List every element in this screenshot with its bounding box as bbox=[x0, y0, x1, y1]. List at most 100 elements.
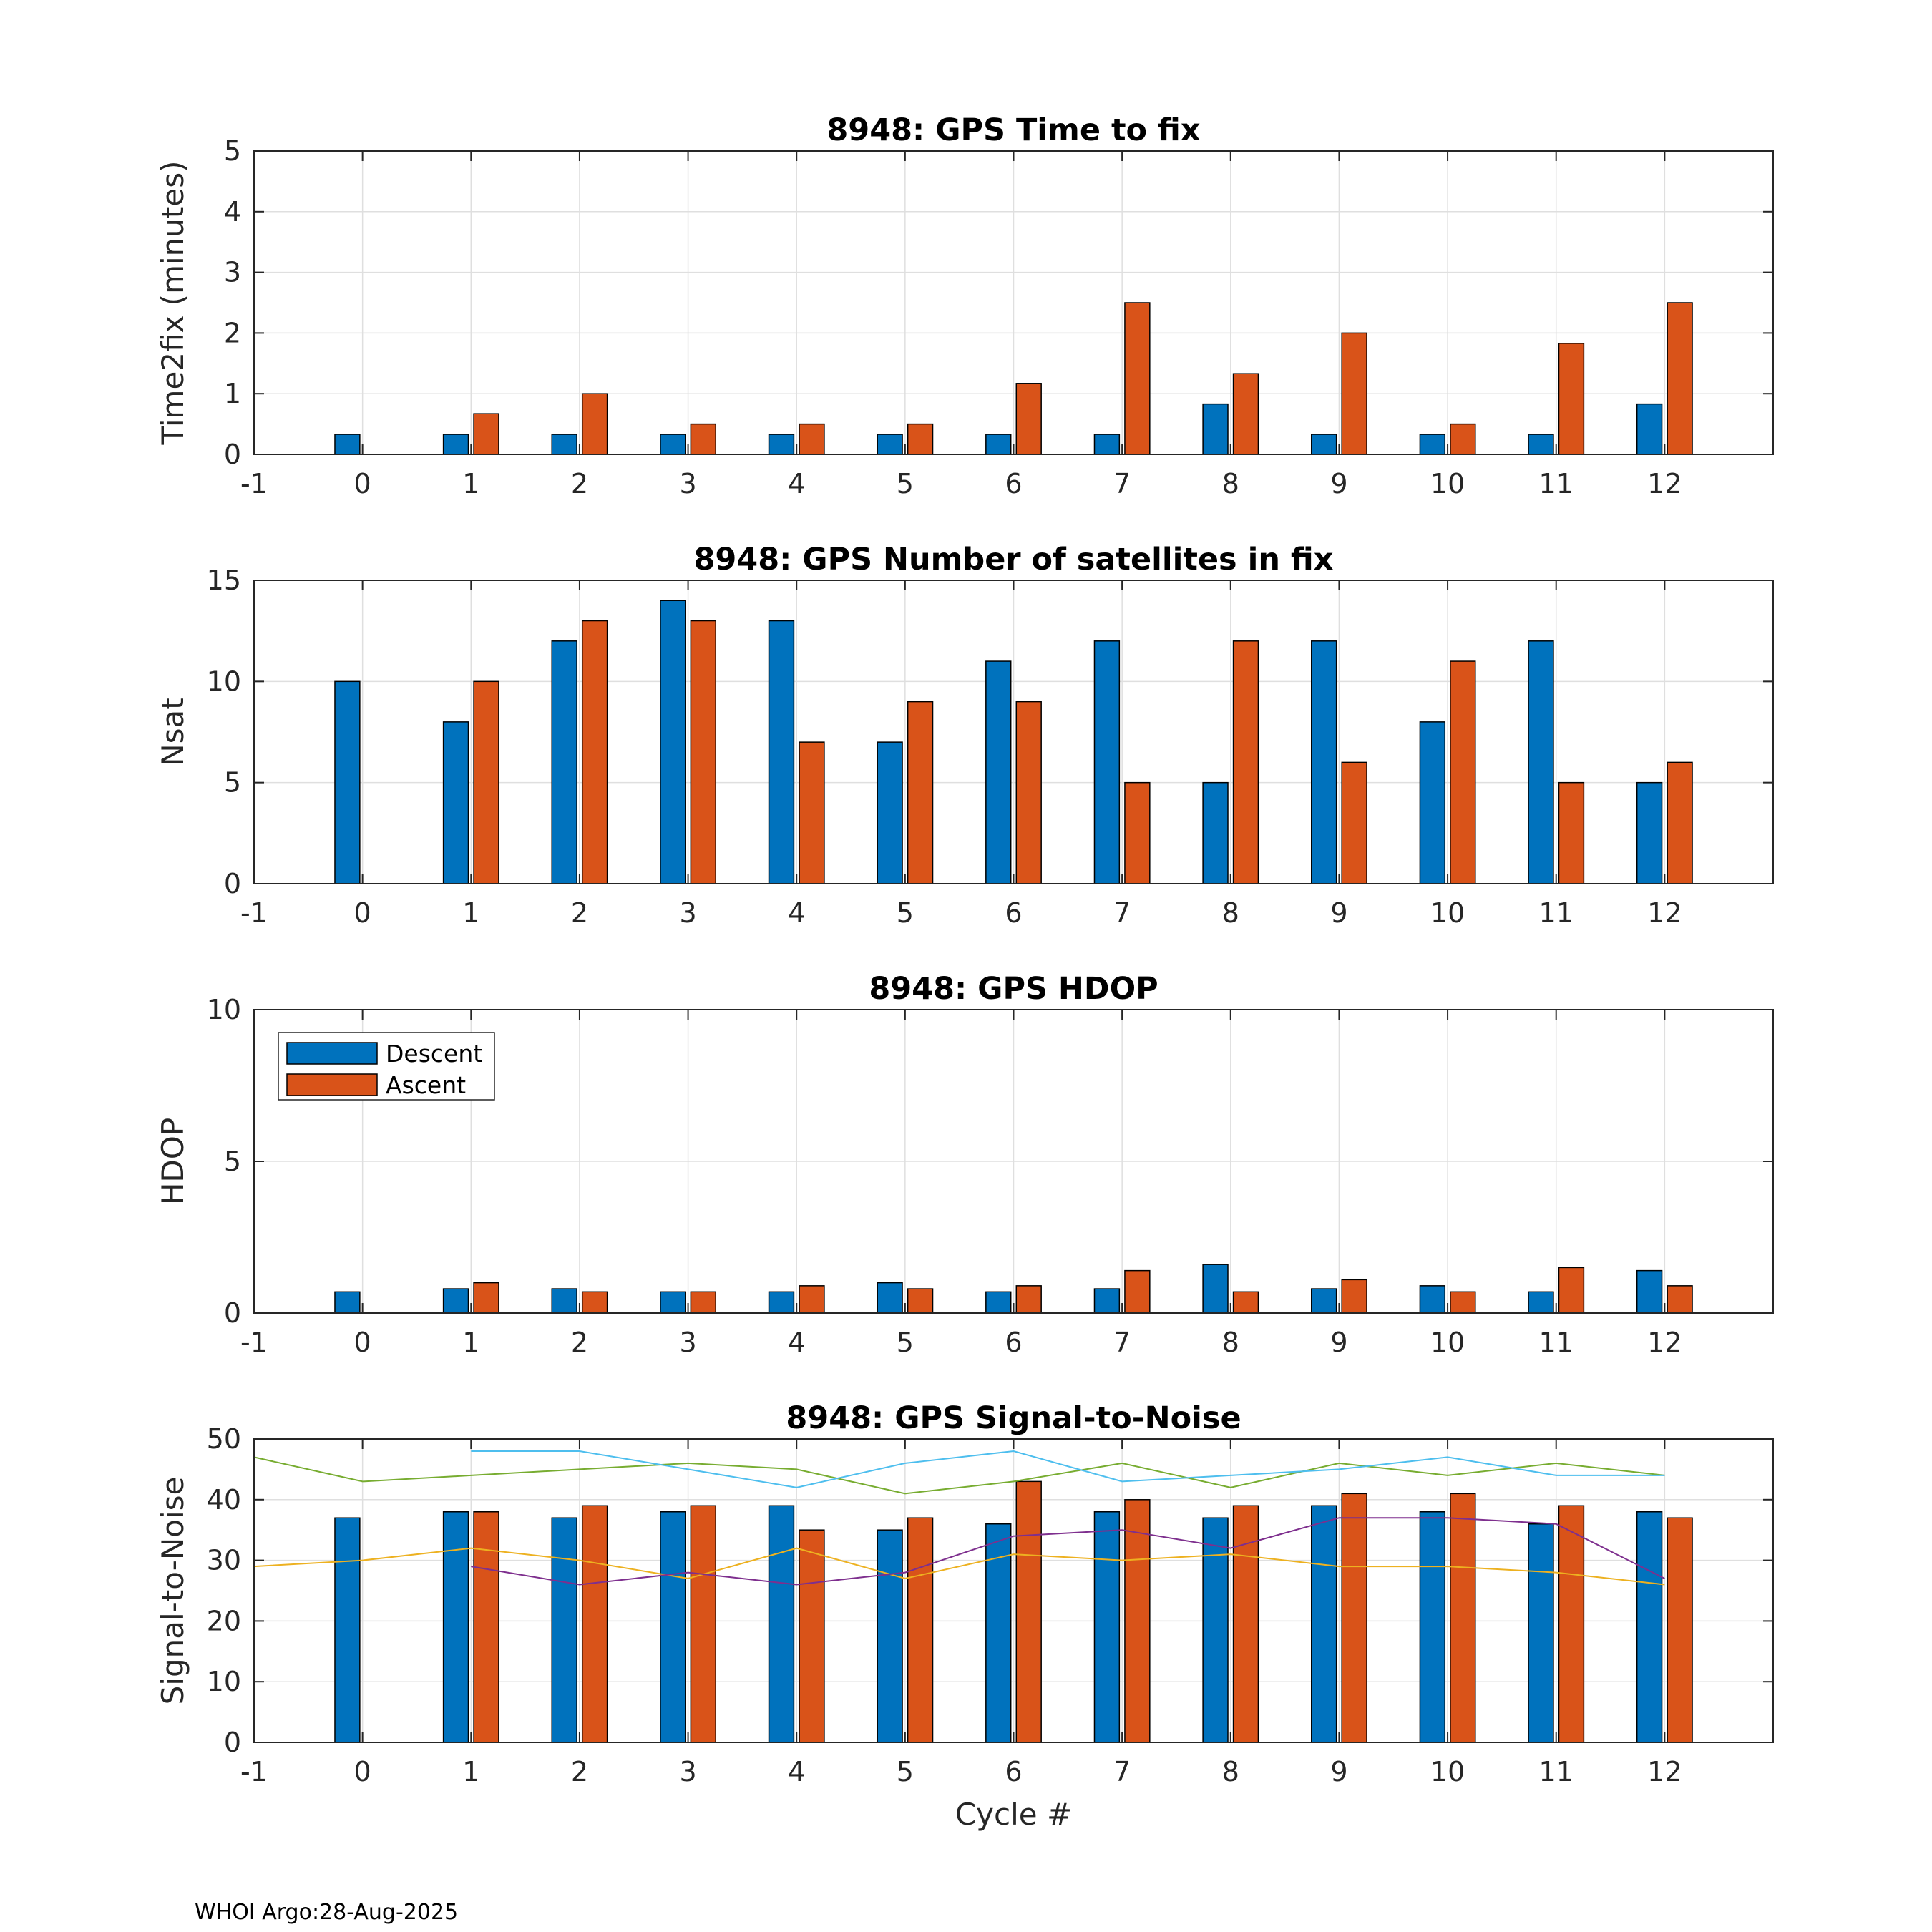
x-tick-label: 12 bbox=[1647, 468, 1682, 499]
ascent-bar bbox=[799, 1529, 825, 1743]
x-tick-label: 6 bbox=[1005, 897, 1022, 929]
x-tick-label: 8 bbox=[1222, 1327, 1239, 1358]
x-tick-label: 12 bbox=[1647, 1327, 1682, 1358]
ascent-bar bbox=[581, 393, 608, 455]
descent-bar bbox=[1093, 1511, 1121, 1743]
ascent-bar bbox=[1124, 781, 1151, 884]
y-tick-label: 0 bbox=[224, 1727, 241, 1758]
ascent-bar bbox=[1667, 1517, 1693, 1743]
ascent-bar bbox=[690, 1505, 716, 1743]
chart-title: 8948: GPS Number of satellites in fix bbox=[693, 542, 1333, 577]
ascent-bar bbox=[1667, 302, 1693, 455]
descent-bar bbox=[1419, 721, 1446, 884]
ascent-bar bbox=[1015, 1285, 1042, 1314]
x-tick-label: 10 bbox=[1430, 468, 1465, 499]
ascent-bar bbox=[1015, 701, 1042, 884]
descent-bar bbox=[1419, 1511, 1446, 1743]
x-tick-label: 6 bbox=[1005, 468, 1022, 499]
descent-bar bbox=[1528, 434, 1554, 455]
descent-bar bbox=[1636, 781, 1663, 884]
descent-bar bbox=[1636, 403, 1663, 455]
x-tick-label: 6 bbox=[1005, 1327, 1022, 1358]
x-tick-label: 12 bbox=[1647, 897, 1682, 929]
x-tick-label: 4 bbox=[788, 1756, 805, 1787]
x-tick-label: 3 bbox=[679, 468, 696, 499]
descent-bar bbox=[660, 1511, 686, 1743]
descent-bar bbox=[551, 434, 577, 455]
ascent-bar bbox=[1450, 423, 1476, 455]
x-tick-label: 11 bbox=[1539, 468, 1574, 499]
y-tick-label: 5 bbox=[224, 1146, 241, 1177]
x-tick-label: 9 bbox=[1330, 468, 1347, 499]
x-tick-label: 9 bbox=[1330, 1327, 1347, 1358]
legend-swatch-descent bbox=[286, 1042, 378, 1065]
descent-bar bbox=[1636, 1269, 1663, 1314]
descent-bar bbox=[1311, 1505, 1337, 1743]
legend-label-descent: Descent bbox=[386, 1040, 482, 1068]
legend-swatch-ascent bbox=[286, 1073, 378, 1096]
x-tick-label: 11 bbox=[1539, 1756, 1574, 1787]
ascent-bar bbox=[581, 1291, 608, 1314]
descent-bar bbox=[877, 1529, 903, 1743]
descent-bar bbox=[768, 434, 795, 455]
chart-title: 8948: GPS Signal-to-Noise bbox=[786, 1400, 1241, 1436]
x-tick-label: 1 bbox=[462, 897, 479, 929]
descent-bar bbox=[768, 620, 795, 884]
x-tick-label: 8 bbox=[1222, 468, 1239, 499]
ascent-bar bbox=[1124, 1499, 1151, 1743]
ascent-bar bbox=[799, 1285, 825, 1314]
x-tick-label: 7 bbox=[1113, 1327, 1131, 1358]
descent-bar bbox=[551, 1288, 577, 1314]
descent-bar bbox=[1528, 1291, 1554, 1314]
ascent-bar bbox=[1015, 383, 1042, 455]
x-tick-label: 9 bbox=[1330, 897, 1347, 929]
x-tick-label: 4 bbox=[788, 1327, 805, 1358]
x-tick-label: 5 bbox=[897, 897, 914, 929]
descent-bar bbox=[1202, 781, 1229, 884]
x-tick-label: 7 bbox=[1113, 897, 1131, 929]
y-tick-label: 4 bbox=[224, 196, 241, 228]
ascent-bar bbox=[907, 1517, 934, 1743]
x-tick-label: 10 bbox=[1430, 1756, 1465, 1787]
ascent-bar bbox=[799, 741, 825, 884]
x-tick-label: 0 bbox=[354, 468, 371, 499]
snr-line-2 bbox=[471, 1450, 1665, 1488]
descent-bar bbox=[334, 1291, 361, 1314]
ascent-bar bbox=[1232, 640, 1259, 884]
ascent-bar bbox=[1667, 761, 1693, 884]
descent-bar bbox=[1202, 1264, 1229, 1314]
y-tick-label: 10 bbox=[207, 1666, 241, 1697]
descent-bar bbox=[1419, 1285, 1446, 1314]
ascent-bar bbox=[1450, 1493, 1476, 1743]
descent-bar bbox=[1528, 640, 1554, 884]
x-tick-label: 6 bbox=[1005, 1756, 1022, 1787]
ascent-bar bbox=[1341, 332, 1367, 455]
x-tick-label: 8 bbox=[1222, 897, 1239, 929]
ascent-bar bbox=[907, 1288, 934, 1314]
x-tick-label: 1 bbox=[462, 1327, 479, 1358]
y-tick-label: 2 bbox=[224, 317, 241, 348]
ascent-bar bbox=[473, 680, 499, 884]
descent-bar bbox=[1419, 434, 1446, 455]
ascent-bar bbox=[907, 701, 934, 884]
descent-bar bbox=[442, 1511, 469, 1743]
ascent-bar bbox=[1124, 302, 1151, 455]
descent-bar bbox=[660, 434, 686, 455]
ascent-bar bbox=[1558, 343, 1585, 455]
y-tick-label: 30 bbox=[207, 1545, 241, 1576]
legend-label-ascent: Ascent bbox=[386, 1071, 466, 1099]
descent-bar bbox=[1093, 1288, 1121, 1314]
x-tick-label: 2 bbox=[571, 468, 588, 499]
descent-bar bbox=[1528, 1523, 1554, 1743]
x-tick-label: -1 bbox=[240, 468, 268, 499]
x-tick-label: 2 bbox=[571, 897, 588, 929]
descent-bar bbox=[985, 660, 1012, 884]
y-tick-label: 5 bbox=[224, 135, 241, 167]
x-tick-label: 1 bbox=[462, 468, 479, 499]
y-tick-label: 40 bbox=[207, 1484, 241, 1516]
ascent-bar bbox=[1558, 1505, 1585, 1743]
ascent-bar bbox=[1450, 1291, 1476, 1314]
